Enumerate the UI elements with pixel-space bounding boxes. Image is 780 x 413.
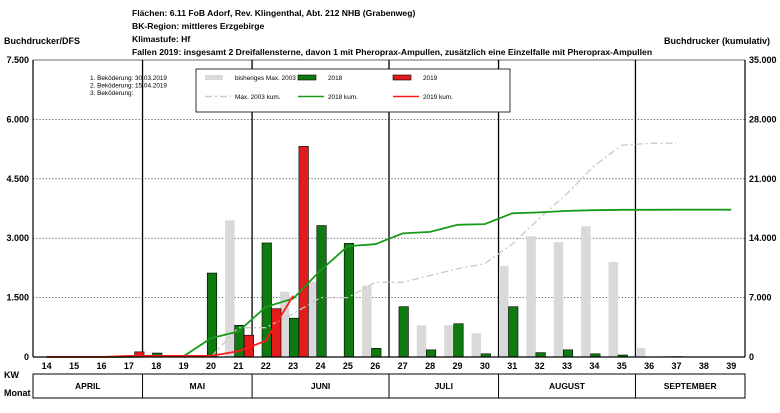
x-tick-label: 22 [261, 361, 271, 371]
legend-swatch-y2018 [297, 74, 317, 81]
y-tick-label-left: 7.500 [6, 55, 29, 65]
bar-max-2003 [608, 261, 619, 357]
x-tick-label: 14 [42, 361, 52, 371]
x-tick-label: 27 [398, 361, 408, 371]
x-tick-label: 35 [617, 361, 627, 371]
bar-max-2003 [526, 236, 536, 357]
bar-max-2003 [279, 291, 290, 357]
x-tick-label: 15 [69, 361, 79, 371]
legend-label: 2019 [423, 75, 438, 82]
y-tick-label-left: 0 [24, 352, 29, 362]
chart-header-climate: Klimastufe: Hf [132, 34, 191, 44]
bar-max-2003 [444, 325, 454, 357]
bar-2018 [371, 347, 382, 358]
bar-max-2003 [416, 325, 427, 357]
y-tick-label-right: 28.000 [749, 114, 777, 124]
legend-label: 2018 kum. [328, 94, 358, 101]
x-tick-label: 33 [562, 361, 572, 371]
x-tick-label: 37 [672, 361, 682, 371]
x-tick-label: 21 [233, 361, 243, 371]
chart-header-location: Flächen: 6.11 FoB Adorf, Rev. Klingentha… [132, 8, 416, 18]
chart-header-region: BK-Region: mittleres Erzgebirge [132, 21, 265, 31]
bar-2018 [426, 349, 437, 358]
x-tick-label: 25 [343, 361, 353, 371]
x-tick-label: 26 [370, 361, 380, 371]
legend-box [195, 68, 511, 113]
treatment-note-label: 1. Beköderung: [90, 75, 134, 82]
bar-max-2003 [471, 333, 482, 357]
y-tick-label-right: 35.000 [749, 55, 777, 65]
month-label: JULI [435, 381, 453, 391]
treatment-note-label: 2. Beköderung: [90, 83, 134, 90]
month-label: AUGUST [549, 381, 586, 391]
bar-2018 [562, 349, 574, 358]
bar-2018 [289, 317, 300, 358]
chart-header-traps: Fallen 2019: insgesamt 2 Dreifallenstern… [132, 47, 653, 57]
legend-label: Max. 2003 kum. [235, 94, 281, 101]
y-tick-label-right: 14.000 [749, 233, 777, 243]
legend-label: bisheriges Max. 2003 [235, 75, 296, 82]
x-tick-label: 36 [644, 361, 654, 371]
month-label: SEPTEMBER [664, 381, 717, 391]
bar-max-2003 [225, 220, 235, 357]
bar-2019 [271, 308, 282, 358]
bar-2018 [535, 352, 546, 358]
bar-max-2003 [498, 265, 509, 357]
legend-swatch-max2003 [205, 75, 223, 80]
y-tick-label-right: 7.000 [749, 293, 772, 303]
y-tick-label-left: 3.000 [6, 233, 29, 243]
x-tick-label: 29 [452, 361, 462, 371]
treatment-note-date: 15.04.2019 [135, 83, 167, 90]
bar-2019 [298, 146, 309, 358]
bar-2018 [343, 243, 354, 358]
y-tick-label-left: 4.500 [6, 174, 29, 184]
bar-max-2003 [553, 242, 564, 357]
legend-swatch-y2019 [392, 74, 412, 81]
x-tick-label: 17 [124, 361, 134, 371]
month-label: APRIL [75, 381, 101, 391]
y-tick-label-right: 21.000 [749, 174, 777, 184]
month-row-frame [32, 373, 746, 399]
bar-2018 [453, 323, 464, 358]
bar-max-2003 [581, 226, 591, 357]
x-tick-label: 34 [589, 361, 599, 371]
x-tick-label: 39 [726, 361, 736, 371]
bar-2018 [398, 306, 409, 358]
legend-label: 2019 kum. [423, 94, 453, 101]
bar-2018 [508, 306, 519, 358]
bar-max-2003 [307, 281, 317, 357]
x-axis-row-label: KW [4, 370, 19, 380]
x-tick-label: 31 [507, 361, 517, 371]
bar-max-2003 [362, 285, 372, 357]
y-tick-label-left: 6.000 [6, 114, 29, 124]
x-tick-label: 19 [179, 361, 189, 371]
x-tick-label: 18 [151, 361, 161, 371]
month-row-label: Monat [4, 388, 31, 398]
bar-2018 [206, 272, 218, 358]
y-tick-label-left: 1.500 [6, 293, 29, 303]
treatment-note-label: 3. Beköderung: [90, 90, 134, 97]
bar-2018 [316, 225, 327, 358]
y-tick-label-right: 0 [749, 352, 754, 362]
x-tick-label: 20 [206, 361, 216, 371]
bar-max-2003 [635, 347, 646, 357]
month-label: MAI [190, 381, 206, 391]
x-tick-label: 28 [425, 361, 435, 371]
right-axis-title: Buchdrucker (kumulativ) [664, 36, 771, 46]
legend-label: 2018 [328, 75, 343, 82]
x-tick-label: 23 [288, 361, 298, 371]
x-tick-label: 30 [480, 361, 490, 371]
x-tick-label: 38 [699, 361, 709, 371]
x-tick-label: 16 [96, 361, 106, 371]
x-tick-label: 24 [316, 361, 326, 371]
month-label: JUNI [311, 381, 330, 391]
left-axis-title: Buchdrucker/DFS [4, 36, 81, 46]
line-2019-cumulative [46, 295, 294, 358]
treatment-note-date: 30.03.2019 [135, 75, 167, 82]
x-tick-label: 32 [535, 361, 545, 371]
